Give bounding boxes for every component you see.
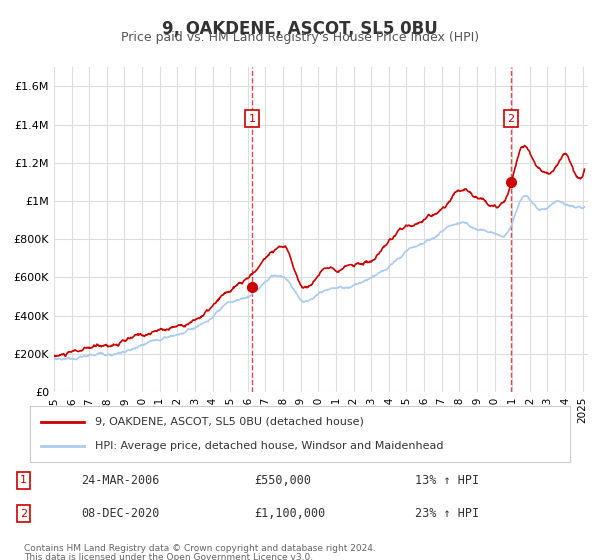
Text: Price paid vs. HM Land Registry's House Price Index (HPI): Price paid vs. HM Land Registry's House …: [121, 31, 479, 44]
Text: 24-MAR-2006: 24-MAR-2006: [81, 474, 160, 487]
Text: 1: 1: [248, 114, 256, 124]
Text: Contains HM Land Registry data © Crown copyright and database right 2024.: Contains HM Land Registry data © Crown c…: [24, 544, 376, 553]
Text: 9, OAKDENE, ASCOT, SL5 0BU: 9, OAKDENE, ASCOT, SL5 0BU: [162, 20, 438, 38]
Text: 2: 2: [20, 509, 27, 519]
Text: 9, OAKDENE, ASCOT, SL5 0BU (detached house): 9, OAKDENE, ASCOT, SL5 0BU (detached hou…: [95, 417, 364, 427]
Text: 23% ↑ HPI: 23% ↑ HPI: [415, 507, 479, 520]
Text: 13% ↑ HPI: 13% ↑ HPI: [415, 474, 479, 487]
Text: HPI: Average price, detached house, Windsor and Maidenhead: HPI: Average price, detached house, Wind…: [95, 441, 443, 451]
Text: 1: 1: [20, 475, 27, 485]
Text: £1,100,000: £1,100,000: [254, 507, 325, 520]
Text: £550,000: £550,000: [254, 474, 311, 487]
Text: This data is licensed under the Open Government Licence v3.0.: This data is licensed under the Open Gov…: [24, 553, 313, 560]
Text: 2: 2: [508, 114, 515, 124]
Text: 08-DEC-2020: 08-DEC-2020: [81, 507, 160, 520]
